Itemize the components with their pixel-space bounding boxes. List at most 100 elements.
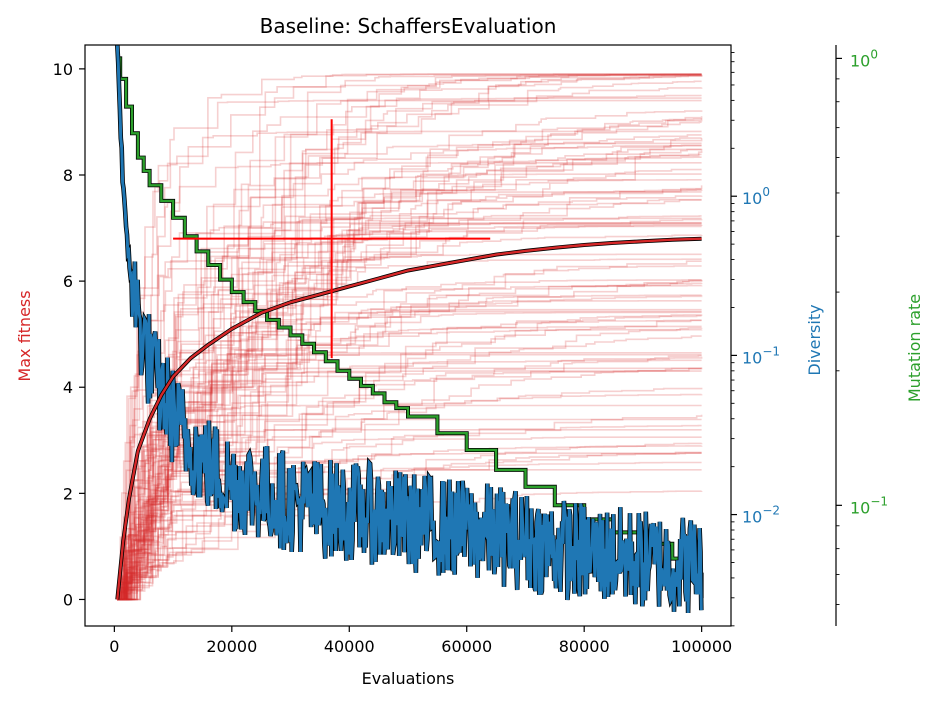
run-line xyxy=(117,199,702,601)
y2-tick-label: 100 xyxy=(742,185,770,208)
run-line xyxy=(117,144,702,601)
run-line xyxy=(117,221,702,601)
run-line xyxy=(117,314,703,601)
x-tick-label: 80000 xyxy=(559,637,610,656)
y-axis-diversity: 10−2 10−1 100 xyxy=(731,52,780,627)
run-line xyxy=(117,327,703,601)
run-line xyxy=(117,315,702,601)
mutation-rate-series xyxy=(117,56,704,599)
y-tick-label: 8 xyxy=(63,166,73,185)
run-line xyxy=(117,279,703,601)
run-line xyxy=(117,284,703,601)
run-line xyxy=(117,222,702,601)
run-line xyxy=(117,335,702,601)
run-line xyxy=(117,319,702,601)
run-line xyxy=(117,352,702,601)
x-tick-label: 20000 xyxy=(206,637,257,656)
run-line xyxy=(117,295,703,601)
run-line xyxy=(117,404,702,601)
run-line xyxy=(117,198,702,601)
run-line xyxy=(117,148,702,601)
run-line xyxy=(117,179,702,601)
y-tick-label: 0 xyxy=(63,590,73,609)
run-line xyxy=(117,282,703,601)
run-line xyxy=(117,300,702,601)
run-line xyxy=(117,116,703,601)
run-line xyxy=(117,436,702,601)
run-line xyxy=(117,87,703,601)
diversity-line xyxy=(115,44,703,614)
run-line xyxy=(117,73,702,601)
run-line xyxy=(117,445,703,601)
y3-tick-label: 10−1 xyxy=(850,494,888,517)
run-line xyxy=(117,258,702,601)
run-line xyxy=(117,118,702,601)
run-line xyxy=(117,265,702,601)
run-line xyxy=(117,253,702,601)
run-line xyxy=(117,393,703,601)
run-line xyxy=(117,234,703,601)
run-line xyxy=(117,73,702,601)
run-line xyxy=(117,74,703,601)
y3-axis-label: Mutation rate xyxy=(905,294,924,402)
run-line xyxy=(117,308,702,601)
run-line xyxy=(117,150,703,601)
run-line xyxy=(117,354,702,601)
y2-tick-label: 10−1 xyxy=(742,344,780,367)
x-axis-label: Evaluations xyxy=(362,669,455,688)
x-tick-label: 100000 xyxy=(671,637,732,656)
mutation-rate-line xyxy=(117,57,703,599)
diversity-series xyxy=(115,44,704,614)
x-axis: 0 20000 40000 60000 80000 100000 xyxy=(109,626,732,656)
run-line xyxy=(117,168,702,601)
run-line xyxy=(117,367,703,601)
run-line xyxy=(117,130,702,601)
run-line xyxy=(117,367,702,601)
run-line xyxy=(117,118,703,601)
mean-fitness-line xyxy=(116,237,702,600)
run-line xyxy=(117,134,702,601)
run-line xyxy=(117,311,702,601)
y-axis-fitness: 0 2 4 6 8 10 xyxy=(53,60,85,609)
y-tick-label: 6 xyxy=(63,272,73,291)
run-line xyxy=(117,99,702,601)
chart-title: Baseline: SchaffersEvaluation xyxy=(260,14,557,38)
mean-fitness-series xyxy=(115,236,702,600)
run-line xyxy=(117,173,702,601)
run-line xyxy=(117,110,703,601)
run-line xyxy=(117,153,702,601)
y-tick-label: 2 xyxy=(63,484,73,503)
plot-frame xyxy=(84,44,732,627)
run-line xyxy=(117,162,702,601)
y2-tick-label: 10−2 xyxy=(742,504,780,527)
y-axis-mutation: 10−1 100 xyxy=(835,45,888,626)
x-tick-label: 0 xyxy=(109,637,119,656)
run-line xyxy=(117,195,703,601)
run-line xyxy=(117,424,702,601)
run-line xyxy=(117,310,702,601)
run-line xyxy=(117,97,702,601)
run-line xyxy=(117,356,703,601)
run-line xyxy=(117,73,702,601)
y-tick-label: 4 xyxy=(63,378,73,397)
error-bar xyxy=(173,119,491,359)
y3-tick-label: 100 xyxy=(850,47,878,70)
run-line xyxy=(117,215,702,601)
run-line xyxy=(117,80,702,601)
run-line xyxy=(117,279,703,601)
run-line xyxy=(117,185,703,601)
y2-axis-label: Diversity xyxy=(805,304,824,375)
run-line xyxy=(117,418,702,601)
run-line xyxy=(117,218,703,601)
x-tick-label: 40000 xyxy=(324,637,375,656)
run-line xyxy=(117,325,702,601)
plot-border xyxy=(84,44,732,627)
x-tick-label: 60000 xyxy=(441,637,492,656)
run-line xyxy=(117,359,702,601)
run-line xyxy=(117,387,703,601)
run-line xyxy=(117,121,702,601)
run-line xyxy=(117,224,703,601)
run-line xyxy=(117,429,702,601)
run-line xyxy=(117,73,702,601)
